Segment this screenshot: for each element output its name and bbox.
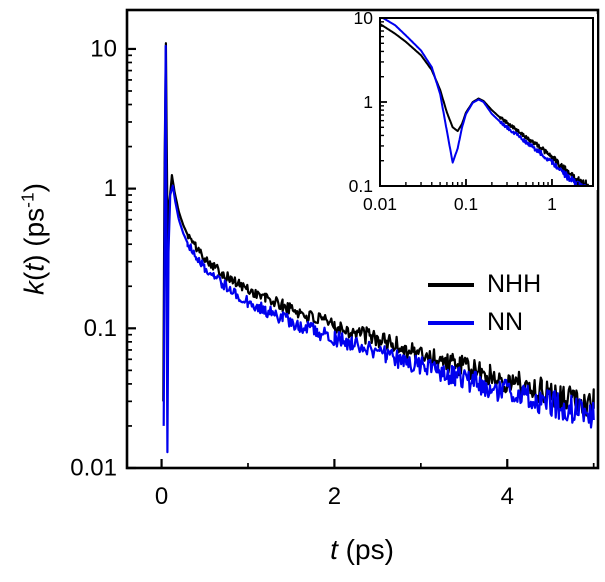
main-x-tick-label: 0	[155, 483, 168, 510]
inset-frame	[379, 17, 594, 187]
inset-background	[376, 14, 597, 190]
y-axis-label: k(t) (ps-1)	[17, 183, 50, 295]
legend: NHH NN	[428, 270, 541, 337]
inset-x-tick-label: 0.1	[454, 194, 478, 214]
inset-x-tick-label: 0.01	[363, 194, 397, 214]
main-y-tick-label: 10	[90, 35, 117, 62]
main-curve-nhh	[162, 42, 595, 417]
inset-x-tick-label: 1	[547, 194, 557, 214]
inset-y-tick-label: 0.1	[349, 176, 373, 196]
legend-item-nn: NN	[428, 308, 541, 337]
main-y-tick-label: 1	[104, 175, 117, 202]
inset-y-tick-label: 10	[354, 8, 374, 28]
x-axis-label: t (ps)	[330, 534, 394, 565]
main-y-tick-label: 0.1	[84, 315, 117, 342]
main-frame	[125, 8, 600, 470]
legend-label-nhh: NHH	[487, 270, 542, 298]
y-axis-symbol: k	[18, 280, 50, 295]
legend-line-nhh	[428, 282, 474, 287]
y-axis-unit-exponent: -1	[17, 192, 38, 208]
main-curve-nn	[162, 44, 595, 454]
x-axis-symbol: t	[330, 534, 338, 565]
legend-line-nn	[428, 320, 474, 325]
inset-y-tick-label: 1	[363, 92, 373, 112]
inset-curve-nn	[381, 18, 591, 186]
main-y-tick-label: 0.01	[70, 455, 117, 482]
main-x-tick-label: 2	[328, 483, 341, 510]
legend-item-nhh: NHH	[428, 270, 541, 299]
main-x-tick-label: 4	[501, 483, 514, 510]
legend-label-nn: NN	[487, 308, 524, 336]
